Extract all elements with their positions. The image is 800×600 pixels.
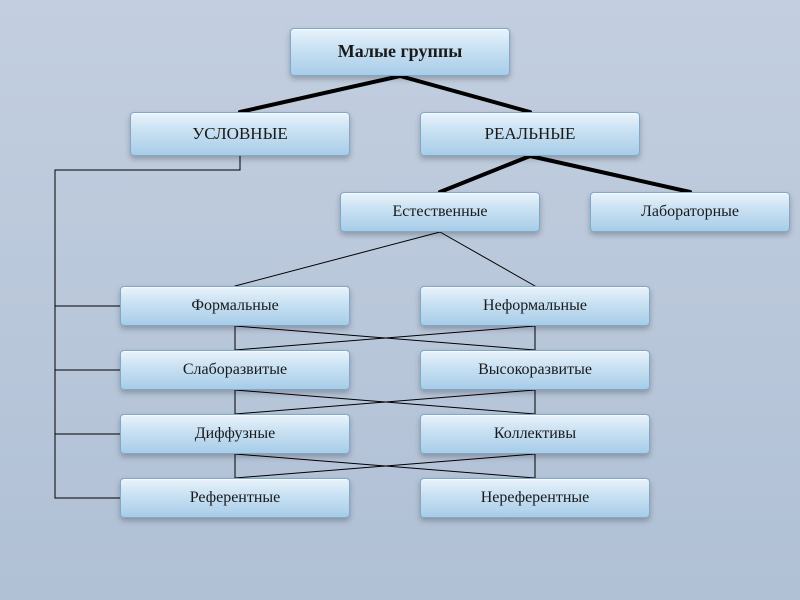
node-label: Референтные xyxy=(190,489,281,507)
node-label: Слаборазвитые xyxy=(183,361,287,379)
node-label: РЕАЛЬНЫЕ xyxy=(485,125,576,144)
node-label: Высокоразвитые xyxy=(478,361,592,379)
node-neformal: Неформальные xyxy=(420,286,650,326)
node-label: Формальные xyxy=(191,297,278,315)
node-label: Нереферентные xyxy=(481,489,590,507)
node-realnye: РЕАЛЬНЫЕ xyxy=(420,112,640,156)
node-labor: Лабораторные xyxy=(590,192,790,232)
node-kollekt: Коллективы xyxy=(420,414,650,454)
node-label: Коллективы xyxy=(494,425,576,443)
node-uslovnye: УСЛОВНЫЕ xyxy=(130,112,350,156)
node-label: Малые группы xyxy=(338,42,463,62)
node-estestv: Естественные xyxy=(340,192,540,232)
node-label: Неформальные xyxy=(483,297,587,315)
node-formal: Формальные xyxy=(120,286,350,326)
node-nereferent: Нереферентные xyxy=(420,478,650,518)
node-referent: Референтные xyxy=(120,478,350,518)
node-label: Лабораторные xyxy=(641,203,739,221)
node-label: УСЛОВНЫЕ xyxy=(192,125,288,144)
node-root: Малые группы xyxy=(290,28,510,76)
node-slabo: Слаборазвитые xyxy=(120,350,350,390)
node-label: Диффузные xyxy=(195,425,275,443)
node-label: Естественные xyxy=(393,203,488,221)
node-vysoko: Высокоразвитые xyxy=(420,350,650,390)
node-diffuz: Диффузные xyxy=(120,414,350,454)
